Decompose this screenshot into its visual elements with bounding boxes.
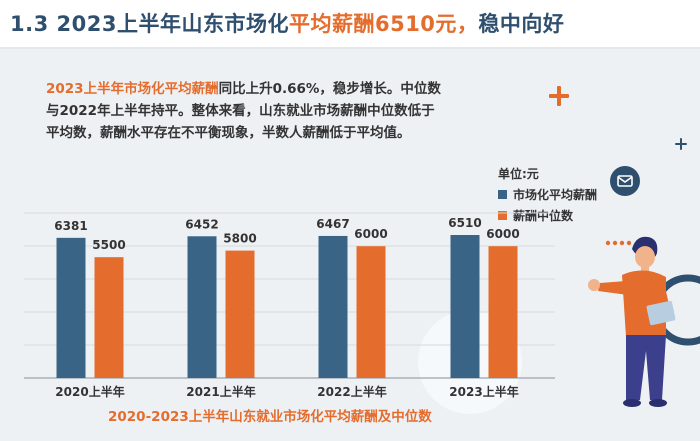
data-label: 6000 — [486, 227, 519, 241]
legend-swatch — [498, 190, 507, 199]
summary-highlight: 2023上半年市场化平均薪酬 — [46, 81, 219, 97]
title-part-3: 稳中向好 — [478, 12, 565, 36]
plus-icon — [675, 138, 687, 150]
bar-average — [450, 235, 480, 378]
x-tick-label: 2020上半年 — [55, 384, 124, 399]
bar-average — [318, 235, 348, 378]
page-header: 1.3 2023上半年山东市场化平均薪酬6510元，稳中向好 — [0, 0, 700, 49]
legend-item-average: 市场化平均薪酬 — [498, 186, 597, 203]
unit-label: 单位:元 — [498, 167, 539, 181]
bar-average — [56, 237, 86, 378]
chart-caption: 2020-2023上半年山东就业市场化平均薪酬及中位数 — [108, 409, 432, 425]
person-illustration — [588, 236, 700, 407]
bar-median — [225, 250, 255, 378]
title-part-2: 平均薪酬6510元， — [288, 12, 479, 36]
data-label: 5800 — [223, 232, 256, 246]
x-tick-label: 2021上半年 — [186, 384, 255, 399]
x-tick-label: 2023上半年 — [449, 384, 518, 399]
plus-icon — [549, 86, 569, 106]
legend-swatch — [498, 211, 507, 220]
summary-paragraph: 2023上半年市场化平均薪酬同比上升0.66%，稳步增长。中位数与2022年上半… — [46, 78, 446, 144]
data-label: 5500 — [92, 238, 125, 252]
data-label: 6467 — [316, 217, 349, 231]
bar-median — [356, 246, 386, 378]
bar-average — [187, 236, 217, 378]
mail-icon — [610, 166, 640, 196]
data-label: 6510 — [448, 216, 481, 230]
data-label: 6000 — [354, 227, 387, 241]
bar-median — [94, 257, 124, 378]
legend-label: 市场化平均薪酬 — [513, 188, 598, 202]
data-label: 6381 — [54, 219, 87, 233]
x-tick-label: 2022上半年 — [317, 384, 386, 399]
bar-median — [488, 246, 518, 378]
data-label: 6452 — [185, 217, 218, 231]
page-title: 1.3 2023上半年山东市场化平均薪酬6510元，稳中向好 — [10, 8, 564, 38]
title-part-1: 1.3 2023上半年山东市场化 — [10, 12, 289, 36]
summary-text: 同比上升0.66%，稳步增长。中位数与2022年上半年持平。整体来看，山东就业市… — [46, 81, 441, 141]
